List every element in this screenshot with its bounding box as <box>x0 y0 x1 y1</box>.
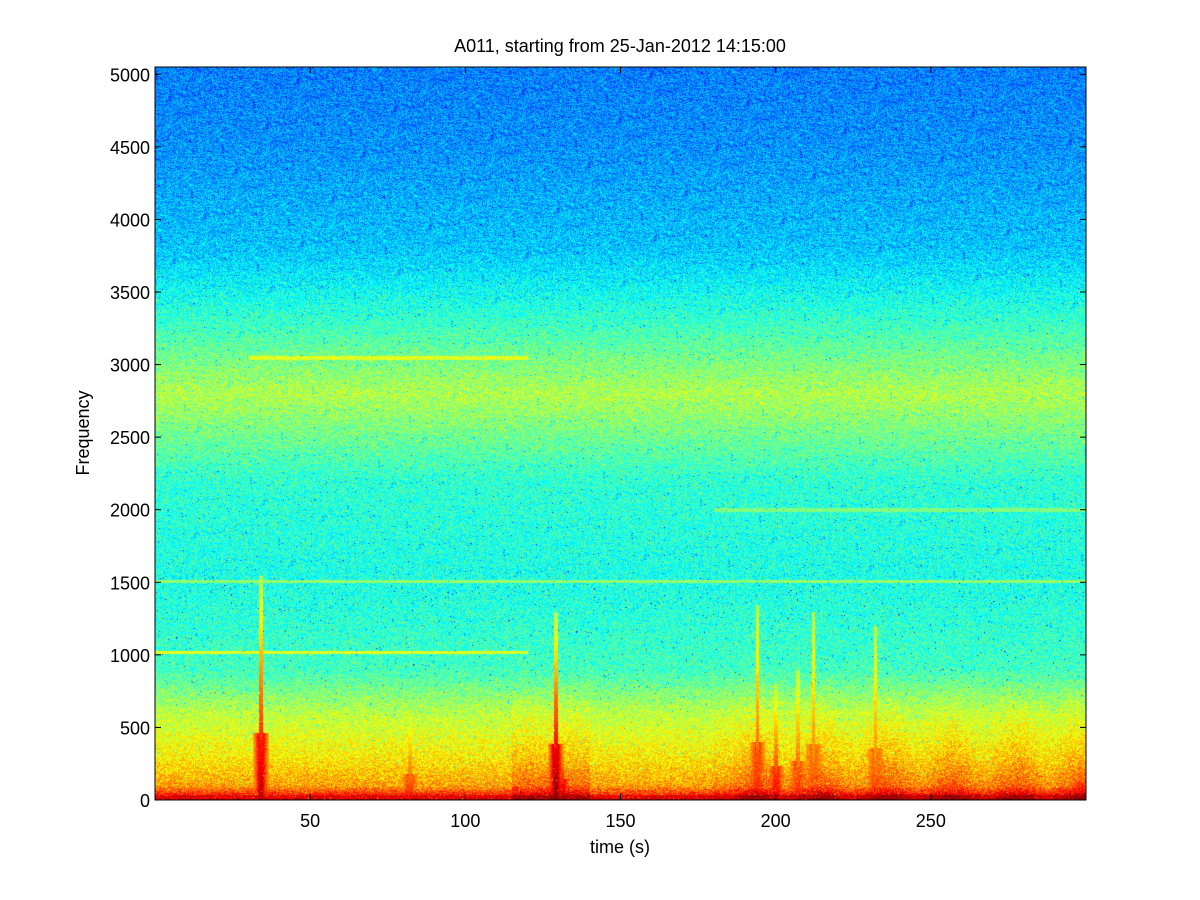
y-axis: 0 500 1000 1500 2000 2500 3000 3500 4000 4500 5000 <box>110 65 1086 811</box>
x-tick-label: 200 <box>761 811 791 831</box>
plot-area <box>155 67 1086 800</box>
y-tick-label: 3000 <box>110 356 150 376</box>
y-tick-label: 4000 <box>110 210 150 230</box>
y-tick-label: 0 <box>140 791 150 811</box>
y-tick-label: 2000 <box>110 501 150 521</box>
y-tick-label: 5000 <box>110 65 150 85</box>
y-tick-label: 4500 <box>110 138 150 158</box>
x-tick-label: 50 <box>300 811 320 831</box>
y-tick-label: 2500 <box>110 428 150 448</box>
y-tick-label: 1000 <box>110 646 150 666</box>
x-tick-label: 100 <box>450 811 480 831</box>
y-tick-label: 1500 <box>110 573 150 593</box>
y-tick-label: 500 <box>120 718 150 738</box>
x-tick-label: 150 <box>605 811 635 831</box>
chart-title: A011, starting from 25-Jan-2012 14:15:00 <box>454 36 786 56</box>
y-tick-label: 3500 <box>110 283 150 303</box>
x-axis: 50 100 150 200 250 <box>300 67 946 831</box>
y-axis-label: Frequency <box>73 390 93 475</box>
x-axis-label: time (s) <box>590 837 650 857</box>
x-tick-label: 250 <box>916 811 946 831</box>
spectrogram-heatmap <box>155 67 1086 800</box>
